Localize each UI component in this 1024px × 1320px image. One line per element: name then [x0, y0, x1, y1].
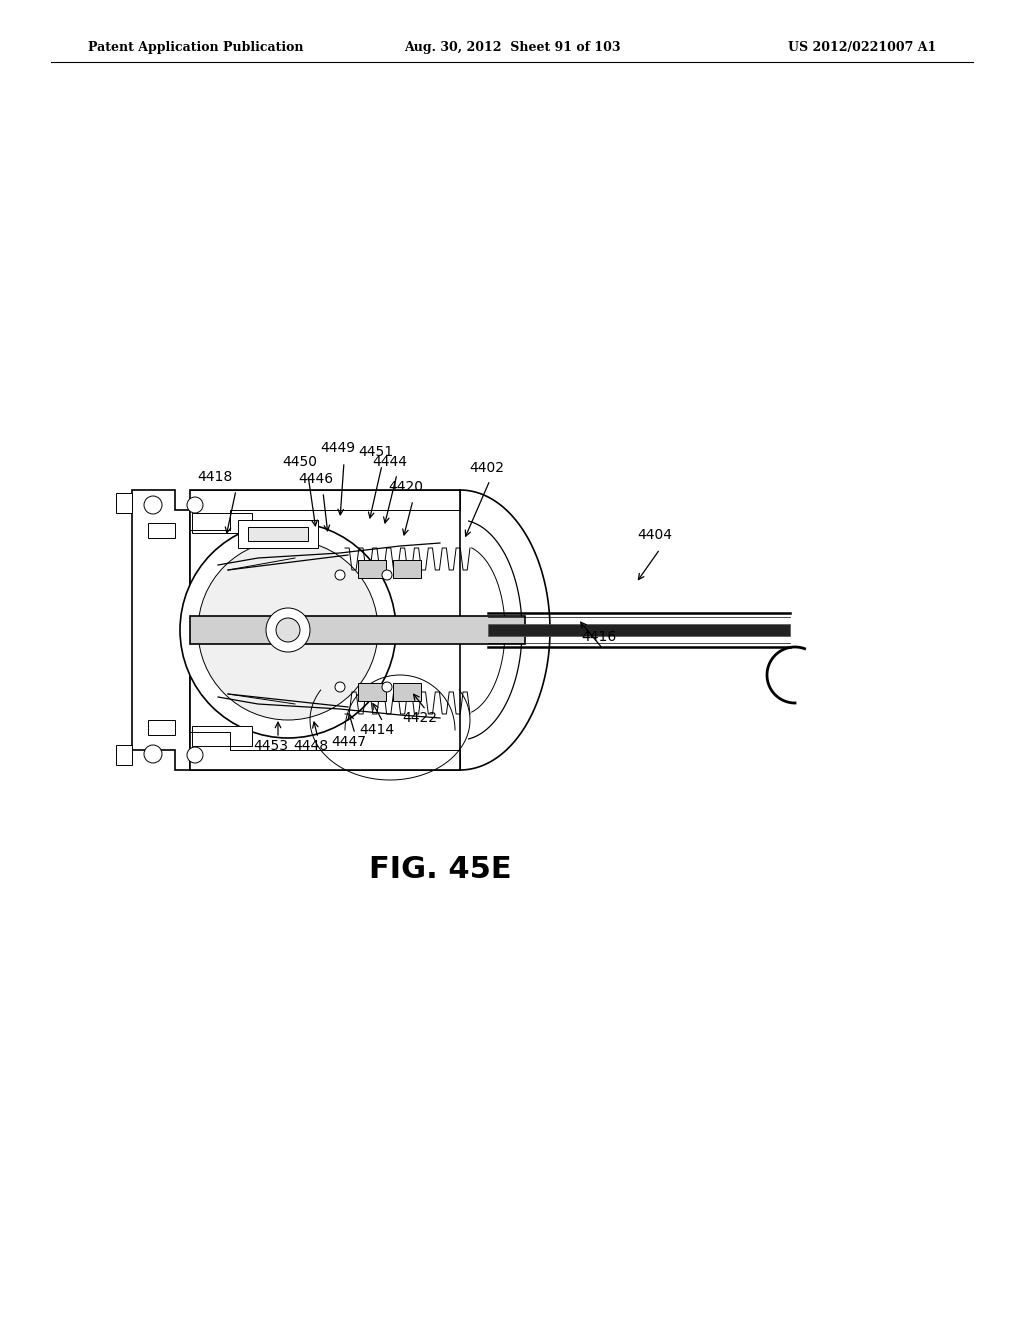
Circle shape: [198, 540, 378, 719]
Bar: [393, 682, 421, 701]
Text: 4447: 4447: [332, 735, 367, 748]
Text: 4420: 4420: [388, 480, 424, 494]
Bar: [238, 520, 318, 548]
Text: FIG. 45E: FIG. 45E: [369, 855, 511, 884]
Text: 4449: 4449: [321, 441, 355, 455]
Bar: [248, 527, 308, 541]
Circle shape: [382, 570, 392, 579]
Text: 4453: 4453: [254, 739, 289, 752]
Text: Patent Application Publication: Patent Application Publication: [88, 41, 303, 54]
Bar: [193, 513, 252, 533]
Bar: [116, 492, 132, 513]
Bar: [193, 726, 252, 746]
Bar: [488, 624, 790, 636]
Text: US 2012/0221007 A1: US 2012/0221007 A1: [787, 41, 936, 54]
Text: 4402: 4402: [469, 461, 505, 475]
Text: 4446: 4446: [298, 473, 334, 486]
Polygon shape: [190, 490, 460, 770]
Text: 4448: 4448: [294, 739, 329, 752]
Bar: [116, 744, 132, 766]
Bar: [358, 560, 386, 578]
Text: Aug. 30, 2012  Sheet 91 of 103: Aug. 30, 2012 Sheet 91 of 103: [403, 41, 621, 54]
Circle shape: [144, 744, 162, 763]
Text: 4450: 4450: [283, 455, 317, 469]
Text: 4416: 4416: [582, 630, 616, 644]
Text: 4414: 4414: [359, 723, 394, 737]
Text: 4404: 4404: [638, 528, 673, 543]
Circle shape: [276, 618, 300, 642]
Circle shape: [144, 496, 162, 513]
Circle shape: [335, 682, 345, 692]
Bar: [148, 523, 175, 539]
Bar: [393, 560, 421, 578]
Text: 4422: 4422: [402, 711, 437, 725]
Text: 4451: 4451: [358, 445, 393, 459]
Text: 4444: 4444: [373, 455, 408, 469]
Circle shape: [266, 609, 310, 652]
Bar: [148, 719, 175, 735]
Bar: [190, 616, 525, 644]
Polygon shape: [132, 490, 190, 770]
Circle shape: [335, 570, 345, 579]
Text: 4418: 4418: [198, 470, 232, 484]
Circle shape: [180, 521, 396, 738]
Circle shape: [382, 682, 392, 692]
Circle shape: [187, 498, 203, 513]
Circle shape: [187, 747, 203, 763]
Bar: [358, 682, 386, 701]
